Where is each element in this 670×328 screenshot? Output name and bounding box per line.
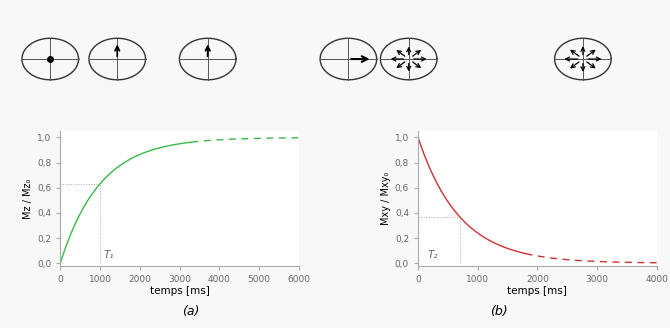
Y-axis label: Mxy / Mxy₀: Mxy / Mxy₀ <box>381 172 391 225</box>
X-axis label: temps [ms]: temps [ms] <box>507 286 567 297</box>
Text: T₂: T₂ <box>427 250 438 260</box>
X-axis label: temps [ms]: temps [ms] <box>149 286 210 297</box>
Text: (b): (b) <box>490 305 508 318</box>
Text: (a): (a) <box>182 305 200 318</box>
Text: T₁: T₁ <box>104 250 115 260</box>
Y-axis label: Mz / Mz₀: Mz / Mz₀ <box>23 178 33 219</box>
